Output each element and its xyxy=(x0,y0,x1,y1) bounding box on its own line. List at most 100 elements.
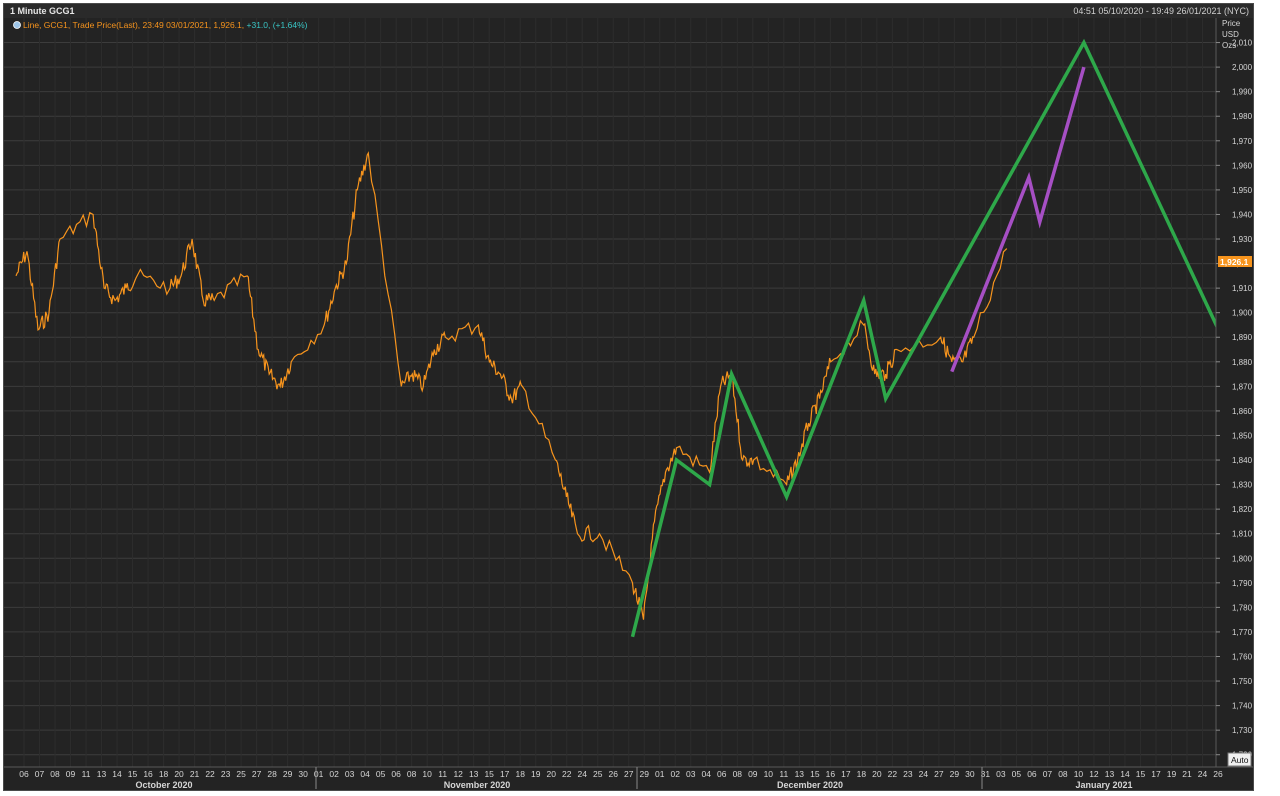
y-tick-label: 1,780 xyxy=(1232,603,1253,612)
x-tick-label: 04 xyxy=(702,769,712,779)
x-tick-label: 11 xyxy=(438,769,447,779)
grid-lines xyxy=(4,18,1219,767)
chart-title: 1 Minute GCG1 xyxy=(10,6,75,16)
x-tick-label: 30 xyxy=(298,769,308,779)
x-tick-label: 08 xyxy=(407,769,417,779)
purple-trend-line xyxy=(950,66,1086,373)
y-tick-label: 1,870 xyxy=(1232,382,1253,391)
auto-scale-button[interactable]: Auto xyxy=(1227,752,1252,767)
x-tick-label: 03 xyxy=(345,769,355,779)
y-tick-label: 1,890 xyxy=(1232,333,1253,342)
y-tick-label: 1,760 xyxy=(1232,652,1253,661)
x-tick-label: 27 xyxy=(624,769,634,779)
x-tick-label: 03 xyxy=(996,769,1006,779)
x-tick-label: 16 xyxy=(826,769,836,779)
x-tick-label: 10 xyxy=(764,769,774,779)
title-bar: 1 Minute GCG1 04:51 05/10/2020 - 19:49 2… xyxy=(4,4,1253,18)
x-tick-label: 20 xyxy=(546,769,556,779)
y-tick-label: 1,980 xyxy=(1232,112,1253,121)
x-tick-label: 08 xyxy=(1058,769,1068,779)
x-tick-label: 24 xyxy=(919,769,929,779)
x-tick-label: 13 xyxy=(469,769,479,779)
x-tick-label: 25 xyxy=(236,769,246,779)
x-tick-label: 10 xyxy=(422,769,432,779)
axis-header-currency: USD xyxy=(1222,30,1239,39)
x-tick-label: 24 xyxy=(577,769,587,779)
x-tick-label: 20 xyxy=(872,769,882,779)
x-tick-label: 20 xyxy=(174,769,184,779)
x-tick-label: 07 xyxy=(1043,769,1053,779)
svg-text:Line, GCG1, Trade Price(Last),: Line, GCG1, Trade Price(Last), 23:49 03/… xyxy=(23,20,308,30)
x-tick-label: 06 xyxy=(391,769,401,779)
y-tick-label: 1,930 xyxy=(1232,235,1253,244)
x-tick-label: 29 xyxy=(640,769,650,779)
price-chart[interactable]: Price USD Ozs 1,7201,7301,7401,7501,7601… xyxy=(4,4,1253,790)
x-tick-label: 11 xyxy=(82,769,91,779)
x-tick-label: 10 xyxy=(1074,769,1084,779)
axis-header-price: Price xyxy=(1222,19,1241,28)
x-tick-label: 03 xyxy=(686,769,696,779)
x-tick-label: 23 xyxy=(903,769,913,779)
x-tick-label: 18 xyxy=(515,769,525,779)
x-tick-label: 05 xyxy=(1012,769,1022,779)
x-tick-label: 15 xyxy=(810,769,820,779)
x-tick-label: 14 xyxy=(112,769,122,779)
x-tick-label: 14 xyxy=(1120,769,1130,779)
y-tick-label: 1,740 xyxy=(1232,702,1253,711)
plot-background xyxy=(4,18,1216,767)
axis-header-unit: Ozs xyxy=(1222,41,1236,50)
x-tick-label: 12 xyxy=(453,769,463,779)
y-tick-label: 1,910 xyxy=(1232,284,1253,293)
x-tick-label: 16 xyxy=(143,769,153,779)
month-label: October 2020 xyxy=(135,780,192,790)
y-tick-label: 1,790 xyxy=(1232,579,1253,588)
legend: Line, GCG1, Trade Price(Last), 23:49 03/… xyxy=(13,20,308,30)
x-tick-label: 22 xyxy=(888,769,898,779)
x-tick-label: 06 xyxy=(19,769,29,779)
x-tick-label: 13 xyxy=(795,769,805,779)
legend-change: +31.0, (+1.64%) xyxy=(247,20,308,30)
x-tick-label: 02 xyxy=(329,769,339,779)
y-tick-label: 1,850 xyxy=(1232,431,1253,440)
x-tick-label: 13 xyxy=(97,769,107,779)
x-tick-label: 15 xyxy=(484,769,494,779)
x-tick-label: 26 xyxy=(1213,769,1223,779)
x-tick-label: 21 xyxy=(190,769,200,779)
x-tick-label: 05 xyxy=(376,769,386,779)
y-tick-label: 1,830 xyxy=(1232,481,1253,490)
x-tick-label: 04 xyxy=(360,769,370,779)
y-tick-label: 1,770 xyxy=(1232,628,1253,637)
y-axis-ticks: 1,7201,7301,7401,7501,7601,7701,7801,790… xyxy=(1216,39,1253,760)
x-tick-label: 17 xyxy=(1151,769,1161,779)
x-tick-label: 13 xyxy=(1105,769,1115,779)
x-tick-label: 22 xyxy=(205,769,215,779)
y-tick-label: 1,810 xyxy=(1232,530,1253,539)
x-tick-label: 23 xyxy=(221,769,231,779)
x-tick-label: 06 xyxy=(1027,769,1037,779)
y-tick-label: 1,750 xyxy=(1232,677,1253,686)
x-tick-label: 19 xyxy=(1167,769,1177,779)
x-tick-label: 09 xyxy=(66,769,76,779)
y-tick-label: 1,990 xyxy=(1232,88,1253,97)
x-tick-label: 17 xyxy=(841,769,851,779)
x-tick-label: 28 xyxy=(267,769,277,779)
x-tick-label: 18 xyxy=(857,769,867,779)
y-tick-label: 1,900 xyxy=(1232,309,1253,318)
date-range: 04:51 05/10/2020 - 19:49 26/01/2021 (NYC… xyxy=(1073,6,1249,16)
x-tick-label: 08 xyxy=(50,769,60,779)
month-label: January 2021 xyxy=(1075,780,1132,790)
x-tick-label: 29 xyxy=(283,769,293,779)
x-tick-label: 19 xyxy=(531,769,541,779)
x-tick-label: 27 xyxy=(934,769,944,779)
line-series-icon xyxy=(13,21,21,29)
x-tick-label: 18 xyxy=(159,769,169,779)
x-tick-label: 22 xyxy=(562,769,572,779)
x-tick-label: 21 xyxy=(1182,769,1192,779)
last-price-label: 1,926.1 xyxy=(1220,257,1249,267)
y-tick-label: 1,940 xyxy=(1232,210,1253,219)
x-tick-label: 01 xyxy=(655,769,665,779)
y-tick-label: 1,730 xyxy=(1232,726,1253,735)
x-axis: 06 07 08 09 11 13 14 15 16 18 20 21 22 23 25 27 28 29 30 01… xyxy=(4,766,1253,790)
green-trend-line xyxy=(630,38,1253,638)
y-tick-label: 1,840 xyxy=(1232,456,1253,465)
